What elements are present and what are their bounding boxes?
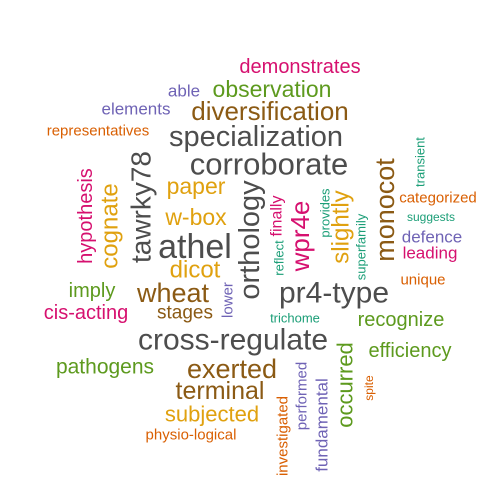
word-wheat: wheat xyxy=(136,278,210,308)
word-spite: spite xyxy=(362,375,376,401)
word-lower: lower xyxy=(220,282,237,318)
word-specialization: specialization xyxy=(169,121,343,153)
word-athel: athel xyxy=(158,228,232,266)
word-orthology: orthology xyxy=(234,180,266,300)
word-paper: paper xyxy=(167,173,226,199)
word-slightly: slightly xyxy=(328,190,355,263)
word-cognate: cognate xyxy=(97,183,124,268)
word-finally: finally xyxy=(269,196,286,237)
word-provides: provides xyxy=(318,188,333,238)
word-pathogens: pathogens xyxy=(56,356,154,379)
word-demonstrates: demonstrates xyxy=(239,56,360,78)
word-categorized: categorized xyxy=(399,190,477,207)
word-w-box: w-box xyxy=(164,204,227,230)
word-cis-acting: cis-acting xyxy=(44,302,128,324)
word-tawrky78: tawrky78 xyxy=(126,151,157,263)
word-leading: leading xyxy=(403,244,458,263)
word-suggests: suggests xyxy=(407,210,455,224)
word-corroborate: corroborate xyxy=(190,147,349,182)
word-unique: unique xyxy=(400,272,445,289)
word-exerted: exerted xyxy=(187,354,277,384)
word-defence: defence xyxy=(402,228,463,247)
word-able: able xyxy=(168,82,200,101)
word-representatives: representatives xyxy=(47,123,150,140)
word-hypothesis: hypothesis xyxy=(75,168,97,264)
word-monocot: monocot xyxy=(370,158,400,262)
word-observation: observation xyxy=(213,76,332,102)
word-subjected: subjected xyxy=(165,402,259,427)
word-elements: elements xyxy=(102,100,171,119)
word-pr4-type: pr4-type xyxy=(279,277,389,310)
word-trichome: trichome xyxy=(270,311,320,326)
word-diversification: diversification xyxy=(191,96,349,126)
word-reflect: reflect xyxy=(272,240,287,276)
word-efficiency: efficiency xyxy=(368,340,451,362)
word-physio-logical: physio-logical xyxy=(146,427,237,444)
word-terminal: terminal xyxy=(176,377,265,405)
word-transient: transient xyxy=(413,137,428,187)
word-stages: stages xyxy=(157,303,213,324)
word-superfamily: superfamily xyxy=(354,213,369,280)
word-wpr4e: wpr4e xyxy=(285,201,315,273)
word-imply: imply xyxy=(69,280,116,302)
word-recognize: recognize xyxy=(358,309,445,331)
word-dicot: dicot xyxy=(170,257,221,284)
word-performed: performed xyxy=(294,362,311,430)
word-fundamental: fundamental xyxy=(313,378,332,472)
word-investigated: investigated xyxy=(275,396,292,476)
word-cross-regulate: cross-regulate xyxy=(138,324,328,357)
word-occurred: occurred xyxy=(333,342,358,428)
